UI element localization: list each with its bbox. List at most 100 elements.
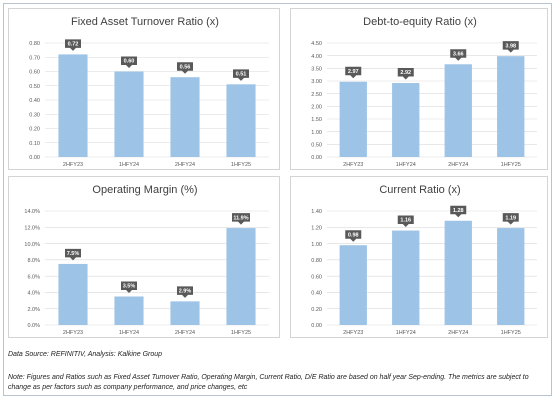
y-tick-label: 4.0% [27,291,40,297]
data-label: 7.5% [67,251,80,257]
y-tick-label: 0.10 [29,141,40,147]
x-tick-label: 1HFY25 [501,330,521,336]
data-label: 3.5% [123,284,136,290]
data-label: 0.51 [236,72,247,78]
figure-frame: Fixed Asset Turnover Ratio (x) 0.00 0.10 0.… [3,3,552,396]
y-tick-label: 1.00 [311,130,322,136]
x-tick-label: 2HFY24 [175,162,195,168]
data-label: 11.9% [233,215,248,221]
chart-title: Debt-to-equity Ratio (x) [363,16,477,28]
bar [497,56,525,157]
bar [170,301,200,325]
data-label-box [345,66,362,79]
data-label: 0.60 [124,59,135,65]
y-tick-label: 1.50 [311,117,322,123]
y-tick-label: 4.00 [311,54,322,60]
data-label-box [345,230,362,242]
y-tick-label: 0.00 [311,323,322,329]
y-tick-label: 0.00 [311,155,322,161]
data-label-box [397,68,414,80]
x-tick-label: 2HFY24 [175,330,195,336]
data-label: 2.92 [400,70,411,76]
bar [339,245,367,325]
y-tick-label: 0.00 [29,155,40,161]
data-label-box [450,205,467,218]
x-tick-label: 1HFY24 [119,162,139,168]
data-label-box [450,49,467,61]
chart-title: Fixed Asset Turnover Ratio (x) [71,16,219,28]
x-tick-label: 1HFY25 [501,162,521,168]
x-tick-label: 2HFY23 [63,330,83,336]
y-tick-label: 1.40 [311,209,322,215]
chart-title: Operating Margin (%) [92,184,197,196]
chart-svg-fixed-asset-turnover: Fixed Asset Turnover Ratio (x) 0.00 0.10 0.… [29,16,269,168]
data-label-box [177,62,193,74]
data-label: 0.98 [348,232,359,238]
chart-panel-current-ratio: Current Ratio (x) 0.00 0.20 0.40 0.60 0.80 1.0… [290,176,548,338]
y-tick-label: 1.00 [311,242,322,248]
y-tick-label: 3.50 [311,67,322,73]
x-tick-label: 2HFY23 [343,162,363,168]
y-tick-label: 0.40 [29,98,40,104]
data-label-box [65,39,81,51]
data-label: 2.9% [179,289,192,295]
data-label: 0.56 [180,64,191,70]
data-label-box [65,248,81,261]
data-source-caption: Data Source: REFINITIV, Analysis: Kalkin… [8,351,163,358]
note-caption: Note: Figures and Ratios such as Fixed A… [8,374,529,391]
x-tick-label: 1HFY25 [231,162,251,168]
bar [339,81,367,157]
data-label: 1.16 [400,218,411,224]
data-label-box [397,215,414,228]
bar [114,296,144,325]
bar [226,228,256,325]
x-tick-label: 1HFY24 [396,330,416,336]
data-label-box [502,41,519,53]
y-tick-label: 0.40 [311,291,322,297]
y-tick-label: 0.30 [29,112,40,118]
chart-panel-operating-margin: Operating Margin (%) 0.0% 2.0% 4.0% 6.0% 8.0%… [8,176,280,338]
data-label: 0.72 [68,42,79,48]
x-tick-label: 2HFY23 [63,162,83,168]
data-label: 2.97 [348,69,359,75]
y-tick-label: 2.50 [311,92,322,98]
y-tick-label: 14.0% [24,209,40,215]
data-label-box [121,56,137,68]
y-tick-label: 3.00 [311,79,322,85]
y-tick-label: 0.0% [27,323,40,329]
y-tick-label: 0.60 [311,274,322,280]
y-tick-label: 0.20 [311,307,322,313]
y-tick-label: 0.50 [29,84,40,90]
chart-panel-debt-to-equity: Debt-to-equity Ratio (x) 0.00 0.50 1.00 1.50… [290,8,548,170]
bar [58,54,88,157]
y-tick-label: 1.20 [311,225,322,231]
data-label-box [121,281,137,293]
y-tick-label: 6.0% [27,274,40,280]
y-tick-label: 2.0% [27,307,40,313]
chart-panel-fixed-asset-turnover: Fixed Asset Turnover Ratio (x) 0.00 0.10 0.… [8,8,280,170]
x-tick-label: 1HFY25 [231,330,251,336]
chart-svg-operating-margin: Operating Margin (%) 0.0% 2.0% 4.0% 6.0% 8.0%… [24,184,269,336]
y-tick-label: 0.70 [29,55,40,61]
data-label: 3.98 [505,43,516,49]
data-label: 1.19 [505,215,516,221]
chart-title: Current Ratio (x) [379,184,460,196]
x-tick-label: 2HFY24 [448,162,468,168]
chart-svg-debt-to-equity: Debt-to-equity Ratio (x) 0.00 0.50 1.00 1.50… [311,16,537,168]
bar [392,230,420,325]
data-label-box [233,69,249,81]
bar [58,263,88,325]
y-tick-label: 12.0% [24,225,40,231]
bar [170,77,200,157]
x-tick-label: 2HFY23 [343,330,363,336]
data-label-box [232,213,250,225]
bar [392,83,420,157]
y-tick-label: 2.00 [311,105,322,111]
y-tick-label: 0.80 [29,41,40,47]
chart-svg-current-ratio: Current Ratio (x) 0.00 0.20 0.40 0.60 0.80 1.0… [311,184,537,336]
data-label-box [177,286,193,298]
y-tick-label: 10.0% [24,242,40,248]
y-tick-label: 4.50 [311,41,322,47]
bar [497,228,525,325]
x-tick-label: 1HFY24 [119,330,139,336]
